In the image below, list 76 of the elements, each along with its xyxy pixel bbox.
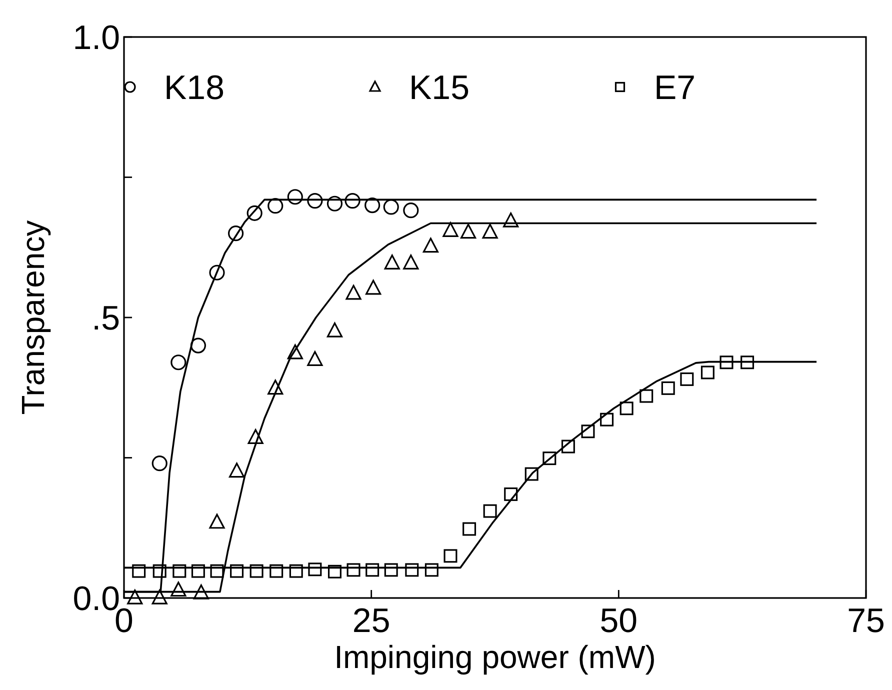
- point: [403, 254, 419, 270]
- point: [191, 564, 205, 578]
- point: [152, 564, 166, 578]
- x-tick-label: 50: [600, 602, 638, 640]
- point: [424, 563, 438, 577]
- point: [366, 563, 380, 577]
- point: [307, 351, 323, 366]
- point: [384, 254, 400, 270]
- x-axis-title: Impinging power (mW): [334, 639, 656, 675]
- point: [364, 198, 380, 214]
- x-tick-label: 25: [352, 602, 390, 640]
- point: [152, 590, 168, 604]
- point: [246, 205, 262, 221]
- point: [680, 372, 694, 386]
- point: [326, 322, 343, 338]
- point: [581, 424, 595, 438]
- point: [344, 193, 360, 209]
- legend-label: E7: [654, 68, 696, 107]
- point: [172, 564, 186, 578]
- point: [403, 202, 419, 218]
- point: [442, 222, 458, 237]
- point: [289, 564, 303, 578]
- point: [190, 338, 206, 354]
- y-tick-label: .5: [92, 299, 120, 338]
- x-tick-label: 75: [847, 602, 885, 640]
- point: [328, 564, 342, 578]
- point: [326, 196, 343, 212]
- point: [268, 380, 284, 395]
- point: [228, 226, 244, 242]
- point: [346, 284, 362, 300]
- point: [444, 549, 458, 563]
- point: [287, 344, 303, 360]
- point: [482, 224, 498, 239]
- point: [210, 564, 224, 578]
- point: [132, 564, 146, 578]
- point: [228, 462, 245, 478]
- point: [209, 514, 225, 529]
- point: [366, 280, 382, 295]
- point: [308, 562, 322, 576]
- point: [268, 198, 284, 214]
- point: [640, 389, 654, 403]
- point: [620, 402, 634, 416]
- point: [383, 199, 399, 215]
- point: [346, 563, 360, 577]
- point: [503, 212, 519, 228]
- point: [504, 487, 518, 501]
- point: [152, 456, 168, 472]
- point: [384, 563, 398, 577]
- point: [405, 563, 419, 577]
- point: [600, 412, 614, 426]
- point: [422, 238, 438, 253]
- point: [248, 429, 264, 444]
- point: [209, 264, 225, 280]
- point: [524, 467, 538, 481]
- point: [127, 590, 143, 604]
- point: [483, 504, 497, 518]
- point: [700, 366, 714, 380]
- y-tick-label: 1.0: [72, 18, 120, 57]
- point: [460, 224, 476, 239]
- legend-label: K18: [164, 68, 224, 107]
- point: [307, 193, 323, 209]
- point: [230, 564, 244, 578]
- point: [170, 354, 186, 370]
- point: [287, 189, 303, 205]
- point: [170, 582, 186, 597]
- y-axis-title: Transparency: [15, 220, 51, 415]
- point: [740, 356, 754, 370]
- point: [270, 564, 284, 578]
- point: [193, 584, 209, 600]
- point: [542, 452, 556, 466]
- point: [720, 356, 734, 370]
- point: [250, 564, 264, 578]
- point: [661, 381, 675, 395]
- legend-label: K15: [409, 68, 470, 107]
- point: [462, 522, 476, 536]
- point: [561, 440, 575, 454]
